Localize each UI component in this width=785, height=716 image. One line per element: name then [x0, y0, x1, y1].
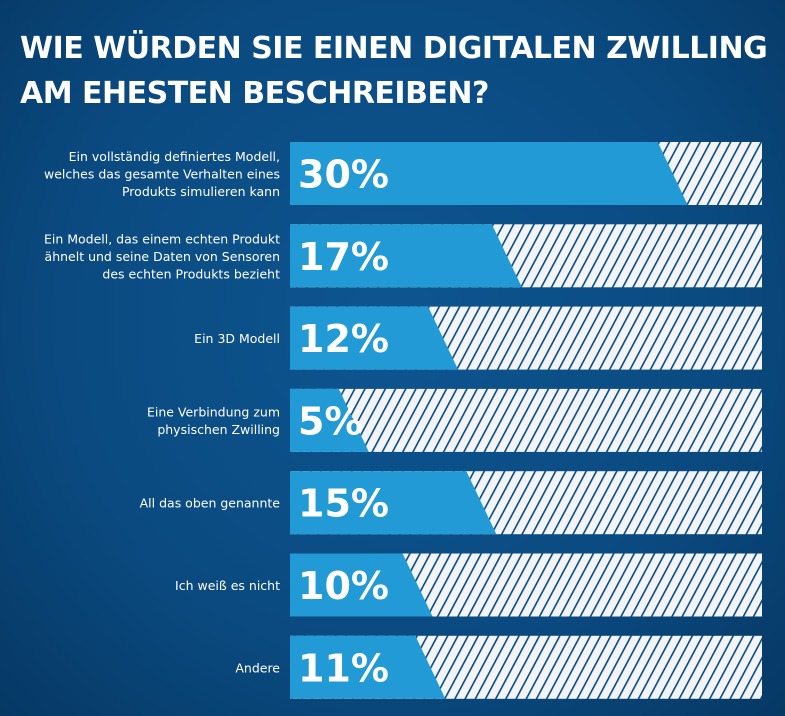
bar [290, 142, 688, 205]
category-label: Ein Modell, das einem echten Produkt ähne… [44, 231, 280, 281]
bar [290, 388, 369, 452]
value-label: 17% [298, 235, 389, 279]
value-label: 5% [298, 399, 363, 443]
category-label: All das oben genannte [140, 496, 281, 511]
category-label: Ein vollständig definiertes Modell, welch… [44, 149, 280, 199]
value-label: 11% [298, 646, 389, 690]
bar [290, 224, 522, 288]
value-label: 30% [298, 153, 389, 197]
category-label: Andere [235, 660, 280, 675]
category-label: Ein 3D Modell [194, 331, 280, 346]
value-label: 15% [298, 482, 389, 526]
bar [290, 553, 433, 617]
category-label: Ich weiß es nicht [175, 578, 280, 593]
bar-remainder [290, 388, 762, 452]
bar [290, 306, 459, 370]
bar [290, 471, 497, 535]
value-label: 10% [298, 564, 389, 608]
category-label: Eine Verbindung zum physischen Zwilling [147, 405, 280, 438]
value-label: 12% [298, 317, 389, 361]
chart-title: WIE WÜRDEN SIE EINEN DIGITALEN ZWILLING … [20, 31, 768, 111]
bar [290, 635, 446, 699]
